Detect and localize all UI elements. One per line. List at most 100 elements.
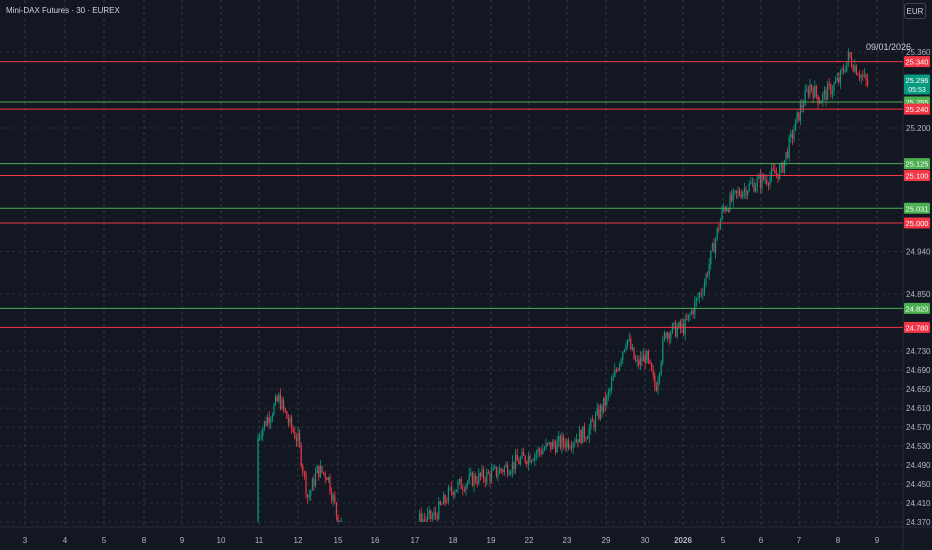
candle xyxy=(561,431,563,454)
candle xyxy=(625,341,627,352)
x-tick-label: 8 xyxy=(142,536,147,545)
candle xyxy=(651,362,653,372)
candle xyxy=(460,476,462,490)
candle xyxy=(420,507,422,522)
candle xyxy=(828,78,830,90)
candle xyxy=(591,415,593,422)
level-label-bg xyxy=(904,217,930,229)
candle xyxy=(545,438,547,450)
candle xyxy=(558,430,560,448)
candle xyxy=(566,438,568,452)
y-tick-label: 25.360 xyxy=(906,48,931,57)
candle xyxy=(559,434,561,451)
candle xyxy=(446,496,448,505)
y-tick-label: 24.370 xyxy=(906,518,931,527)
x-tick-label: 3 xyxy=(23,536,28,545)
x-tick-label: 6 xyxy=(759,536,764,545)
candle xyxy=(655,381,657,392)
candle xyxy=(443,491,445,505)
candle xyxy=(814,80,816,99)
candle xyxy=(713,238,715,253)
candle xyxy=(835,76,837,85)
candle xyxy=(763,173,765,182)
candle xyxy=(771,162,773,183)
candle xyxy=(423,512,425,522)
candle xyxy=(705,272,707,288)
candle xyxy=(630,334,632,351)
candle xyxy=(577,439,579,448)
candle xyxy=(750,177,752,185)
candle xyxy=(681,318,683,333)
candle xyxy=(278,392,280,404)
candle xyxy=(614,363,616,378)
candle xyxy=(860,73,862,85)
candle xyxy=(779,162,781,181)
x-tick-label: 18 xyxy=(449,536,458,545)
candle xyxy=(639,351,641,371)
candle xyxy=(313,474,315,491)
y-tick-label: 24.850 xyxy=(906,290,931,299)
candle xyxy=(855,64,857,76)
candle xyxy=(615,367,617,373)
candle xyxy=(524,454,526,465)
candle xyxy=(494,464,496,470)
candle xyxy=(507,461,509,478)
candle xyxy=(679,319,681,334)
candle xyxy=(846,61,848,73)
level-label: 25.340 xyxy=(906,58,929,67)
candle xyxy=(262,426,264,442)
candle xyxy=(823,86,825,101)
candle xyxy=(590,417,592,435)
candle xyxy=(340,517,342,522)
candle xyxy=(292,425,294,434)
candle xyxy=(523,447,525,456)
candle xyxy=(607,388,609,401)
x-tick-label: 29 xyxy=(602,536,611,545)
candle xyxy=(332,493,334,507)
candle xyxy=(471,471,473,487)
candle xyxy=(503,465,505,476)
candle xyxy=(659,372,661,385)
candle xyxy=(774,163,776,174)
candle xyxy=(836,72,838,83)
y-tick-label: 24.730 xyxy=(906,347,931,356)
candle xyxy=(311,477,313,491)
candle xyxy=(652,365,654,381)
candle xyxy=(587,435,589,440)
cursor-date-label: 09/01/2026 xyxy=(866,42,912,52)
candle xyxy=(579,425,581,443)
candle xyxy=(287,413,289,428)
candle xyxy=(279,388,281,411)
candle xyxy=(475,472,477,485)
x-tick-label: 4 xyxy=(63,536,68,545)
candle xyxy=(753,178,755,193)
candle xyxy=(318,465,320,481)
candle xyxy=(540,447,542,457)
candle xyxy=(316,464,318,474)
candle xyxy=(321,465,323,474)
candle xyxy=(299,428,301,449)
candle xyxy=(641,351,643,367)
candle xyxy=(532,458,534,462)
candle xyxy=(767,181,769,191)
candle xyxy=(283,397,285,414)
candle xyxy=(862,69,864,81)
candle xyxy=(787,147,789,159)
x-tick-label: 12 xyxy=(294,536,303,545)
candle xyxy=(499,465,501,475)
candle xyxy=(689,311,691,321)
candle xyxy=(459,478,461,486)
candle xyxy=(267,414,269,427)
candle xyxy=(791,129,793,146)
candle xyxy=(772,163,774,172)
candle xyxy=(427,507,429,522)
candle xyxy=(795,118,797,131)
candle xyxy=(811,84,813,93)
candle xyxy=(783,160,785,175)
candle xyxy=(839,69,841,89)
currency-button[interactable]: EUR xyxy=(904,3,926,19)
candle xyxy=(729,191,731,213)
candle xyxy=(718,223,720,233)
candle xyxy=(537,446,539,459)
